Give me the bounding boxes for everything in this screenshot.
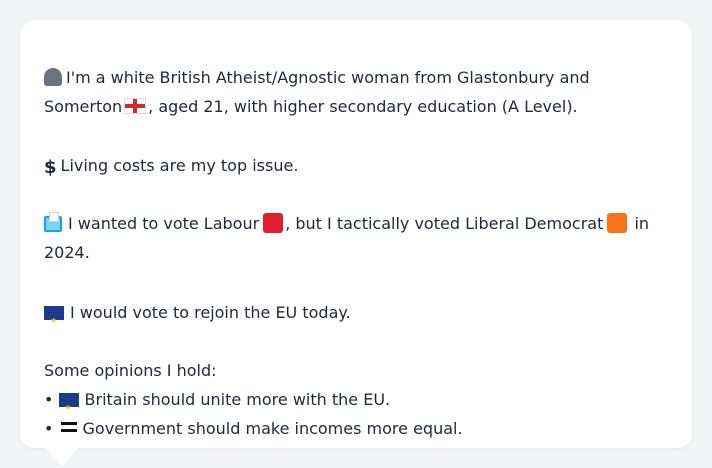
- person-icon: [44, 68, 62, 86]
- speech-bubble-tail: [44, 446, 80, 466]
- bio-line-1: I'm a white British Atheist/Agnostic wom…: [44, 63, 590, 92]
- opinion-item: • Britain should unite more with the EU.: [44, 385, 390, 422]
- top-issue: $ Living costs are my top issue.: [44, 151, 298, 182]
- equals-icon: [60, 422, 77, 432]
- eu-stance: I would vote to rejoin the EU today.: [44, 298, 351, 335]
- bio-line-2: Somerton, aged 21, with higher secondary…: [44, 97, 578, 116]
- opinion-item: • Government should make incomes more eq…: [44, 419, 463, 438]
- vote-line-1: I wanted to vote Labour, but I tacticall…: [44, 209, 649, 238]
- ballot-box-icon: [44, 212, 62, 232]
- england-flag-icon: [124, 98, 147, 114]
- dollar-sign-icon: $: [44, 157, 57, 178]
- opinions-heading: Some opinions I hold:: [44, 361, 217, 380]
- profile-card: I'm a white British Atheist/Agnostic wom…: [20, 20, 692, 448]
- eu-flag-icon: [58, 393, 79, 422]
- eu-flag-icon: [44, 306, 64, 335]
- labour-color-square: [263, 213, 284, 233]
- libdem-color-square: [607, 213, 628, 233]
- vote-line-2: 2024.: [44, 243, 90, 262]
